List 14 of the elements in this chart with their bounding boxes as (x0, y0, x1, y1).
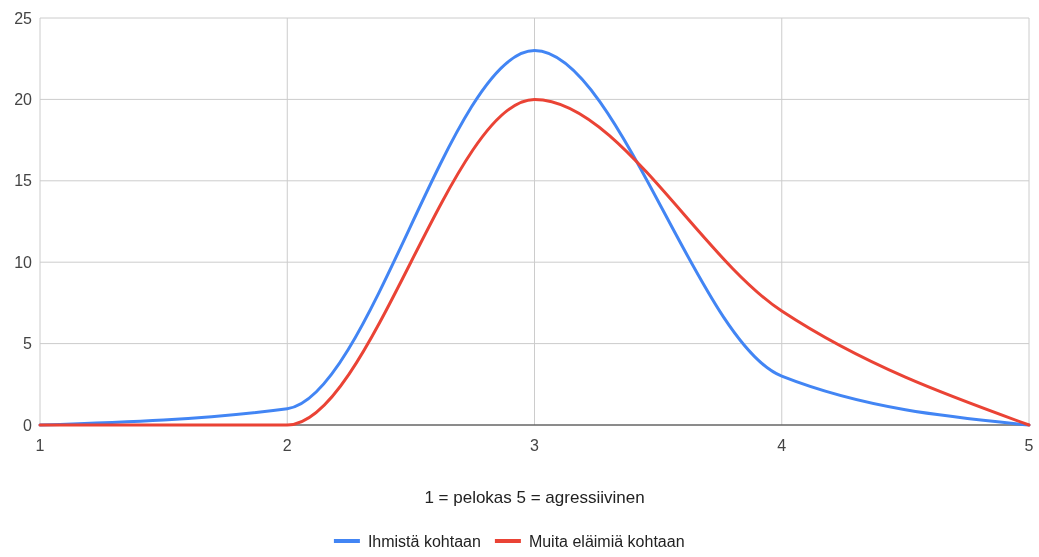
y-tick-label: 0 (23, 416, 33, 434)
legend-label: Muita eläimiä kohtaan (528, 533, 685, 550)
x-tick-label: 4 (777, 437, 787, 454)
y-tick-label: 5 (23, 335, 33, 353)
y-tick-label: 25 (14, 9, 33, 27)
x-tick-label: 3 (530, 437, 540, 454)
x-tick-label: 1 (35, 437, 45, 454)
y-tick-label: 15 (14, 172, 33, 190)
x-tick-label: 5 (1024, 437, 1034, 454)
legend-label: Ihmistä kohtaan (367, 533, 481, 550)
y-tick-label: 10 (14, 253, 33, 271)
x-axis-title: 1 = pelokas 5 = agressiivinen (424, 488, 645, 507)
x-tick-label: 2 (282, 437, 292, 454)
y-tick-label: 20 (14, 91, 33, 108)
